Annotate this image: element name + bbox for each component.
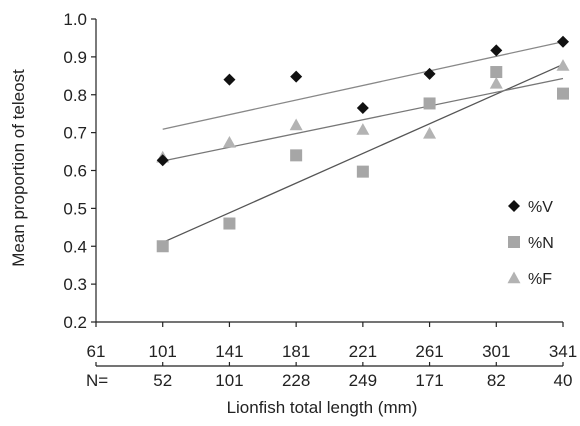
y-tick-label: 0.7 (63, 124, 87, 143)
y-tick-label: 0.5 (63, 199, 87, 218)
point-pct-n (223, 217, 236, 230)
point-pct-v (423, 67, 436, 80)
point-pct-v (356, 102, 369, 115)
point-pct-n (490, 66, 503, 79)
point-pct-f (289, 118, 303, 131)
legend-pct-f-label: %F (528, 271, 552, 288)
x-tick-label: 61 (87, 342, 106, 361)
y-tick-label: 0.6 (63, 162, 87, 181)
y-tick-label: 0.4 (63, 237, 87, 256)
y-tick-label: 0.8 (63, 86, 87, 105)
x-tick-label: 141 (215, 342, 243, 361)
y-tick-label: 0.9 (63, 48, 87, 67)
sample-size-value: 228 (282, 371, 310, 390)
legend-pct-v-marker (508, 200, 520, 212)
point-pct-f (423, 126, 437, 139)
x-tick-label: 261 (415, 342, 443, 361)
point-pct-f (356, 123, 370, 135)
point-pct-v (156, 154, 169, 167)
sample-size-value: 40 (554, 371, 573, 390)
trendline-pct-n (162, 63, 564, 244)
point-pct-f (489, 76, 503, 89)
legend: %V %N %F (507, 199, 554, 288)
sample-size-value: 52 (153, 371, 172, 390)
x-axis-title: Lionfish total length (mm) (227, 398, 418, 417)
legend-pct-n-marker (508, 236, 520, 248)
legend-pct-f-marker (507, 271, 521, 284)
x-tick-label: 221 (349, 342, 377, 361)
x-tick-label: 101 (149, 342, 177, 361)
point-pct-v (490, 44, 503, 57)
y-axis-title: Mean proportion of teleost (9, 69, 28, 267)
sample-size-label: N= (86, 371, 108, 390)
x-tick-label: 181 (282, 342, 310, 361)
point-pct-n (423, 97, 436, 110)
legend-pct-v-label: %V (528, 199, 553, 216)
point-pct-v (557, 35, 569, 48)
point-pct-f (222, 135, 236, 148)
trendline-pct-v (162, 41, 564, 130)
point-pct-v (290, 70, 303, 83)
y-tick-label: 1.0 (63, 10, 87, 29)
sample-size-value: 101 (215, 371, 243, 390)
point-pct-n (356, 165, 369, 178)
legend-pct-n-label: %N (528, 235, 554, 252)
x-tick-label: 341 (549, 342, 577, 361)
labels: 0.2 0.3 0.4 0.5 0.6 0.7 0.8 0.9 1.0 61 101 141 181 22… (63, 10, 577, 390)
y-tick-label: 0.2 (63, 313, 87, 332)
x-tick-label: 301 (482, 342, 510, 361)
point-pct-v (223, 73, 236, 86)
point-pct-n (156, 240, 169, 253)
point-pct-f (556, 59, 570, 71)
y-tick-label: 0.3 (63, 275, 87, 294)
sample-size-value: 171 (415, 371, 443, 390)
point-pct-n (290, 149, 303, 162)
trendline-pct-f (162, 77, 564, 162)
point-pct-n (557, 87, 569, 100)
data-points (156, 35, 570, 253)
sample-size-value: 249 (349, 371, 377, 390)
trendlines (162, 41, 564, 244)
sample-size-value: 82 (487, 371, 506, 390)
axes-layer (91, 18, 564, 367)
